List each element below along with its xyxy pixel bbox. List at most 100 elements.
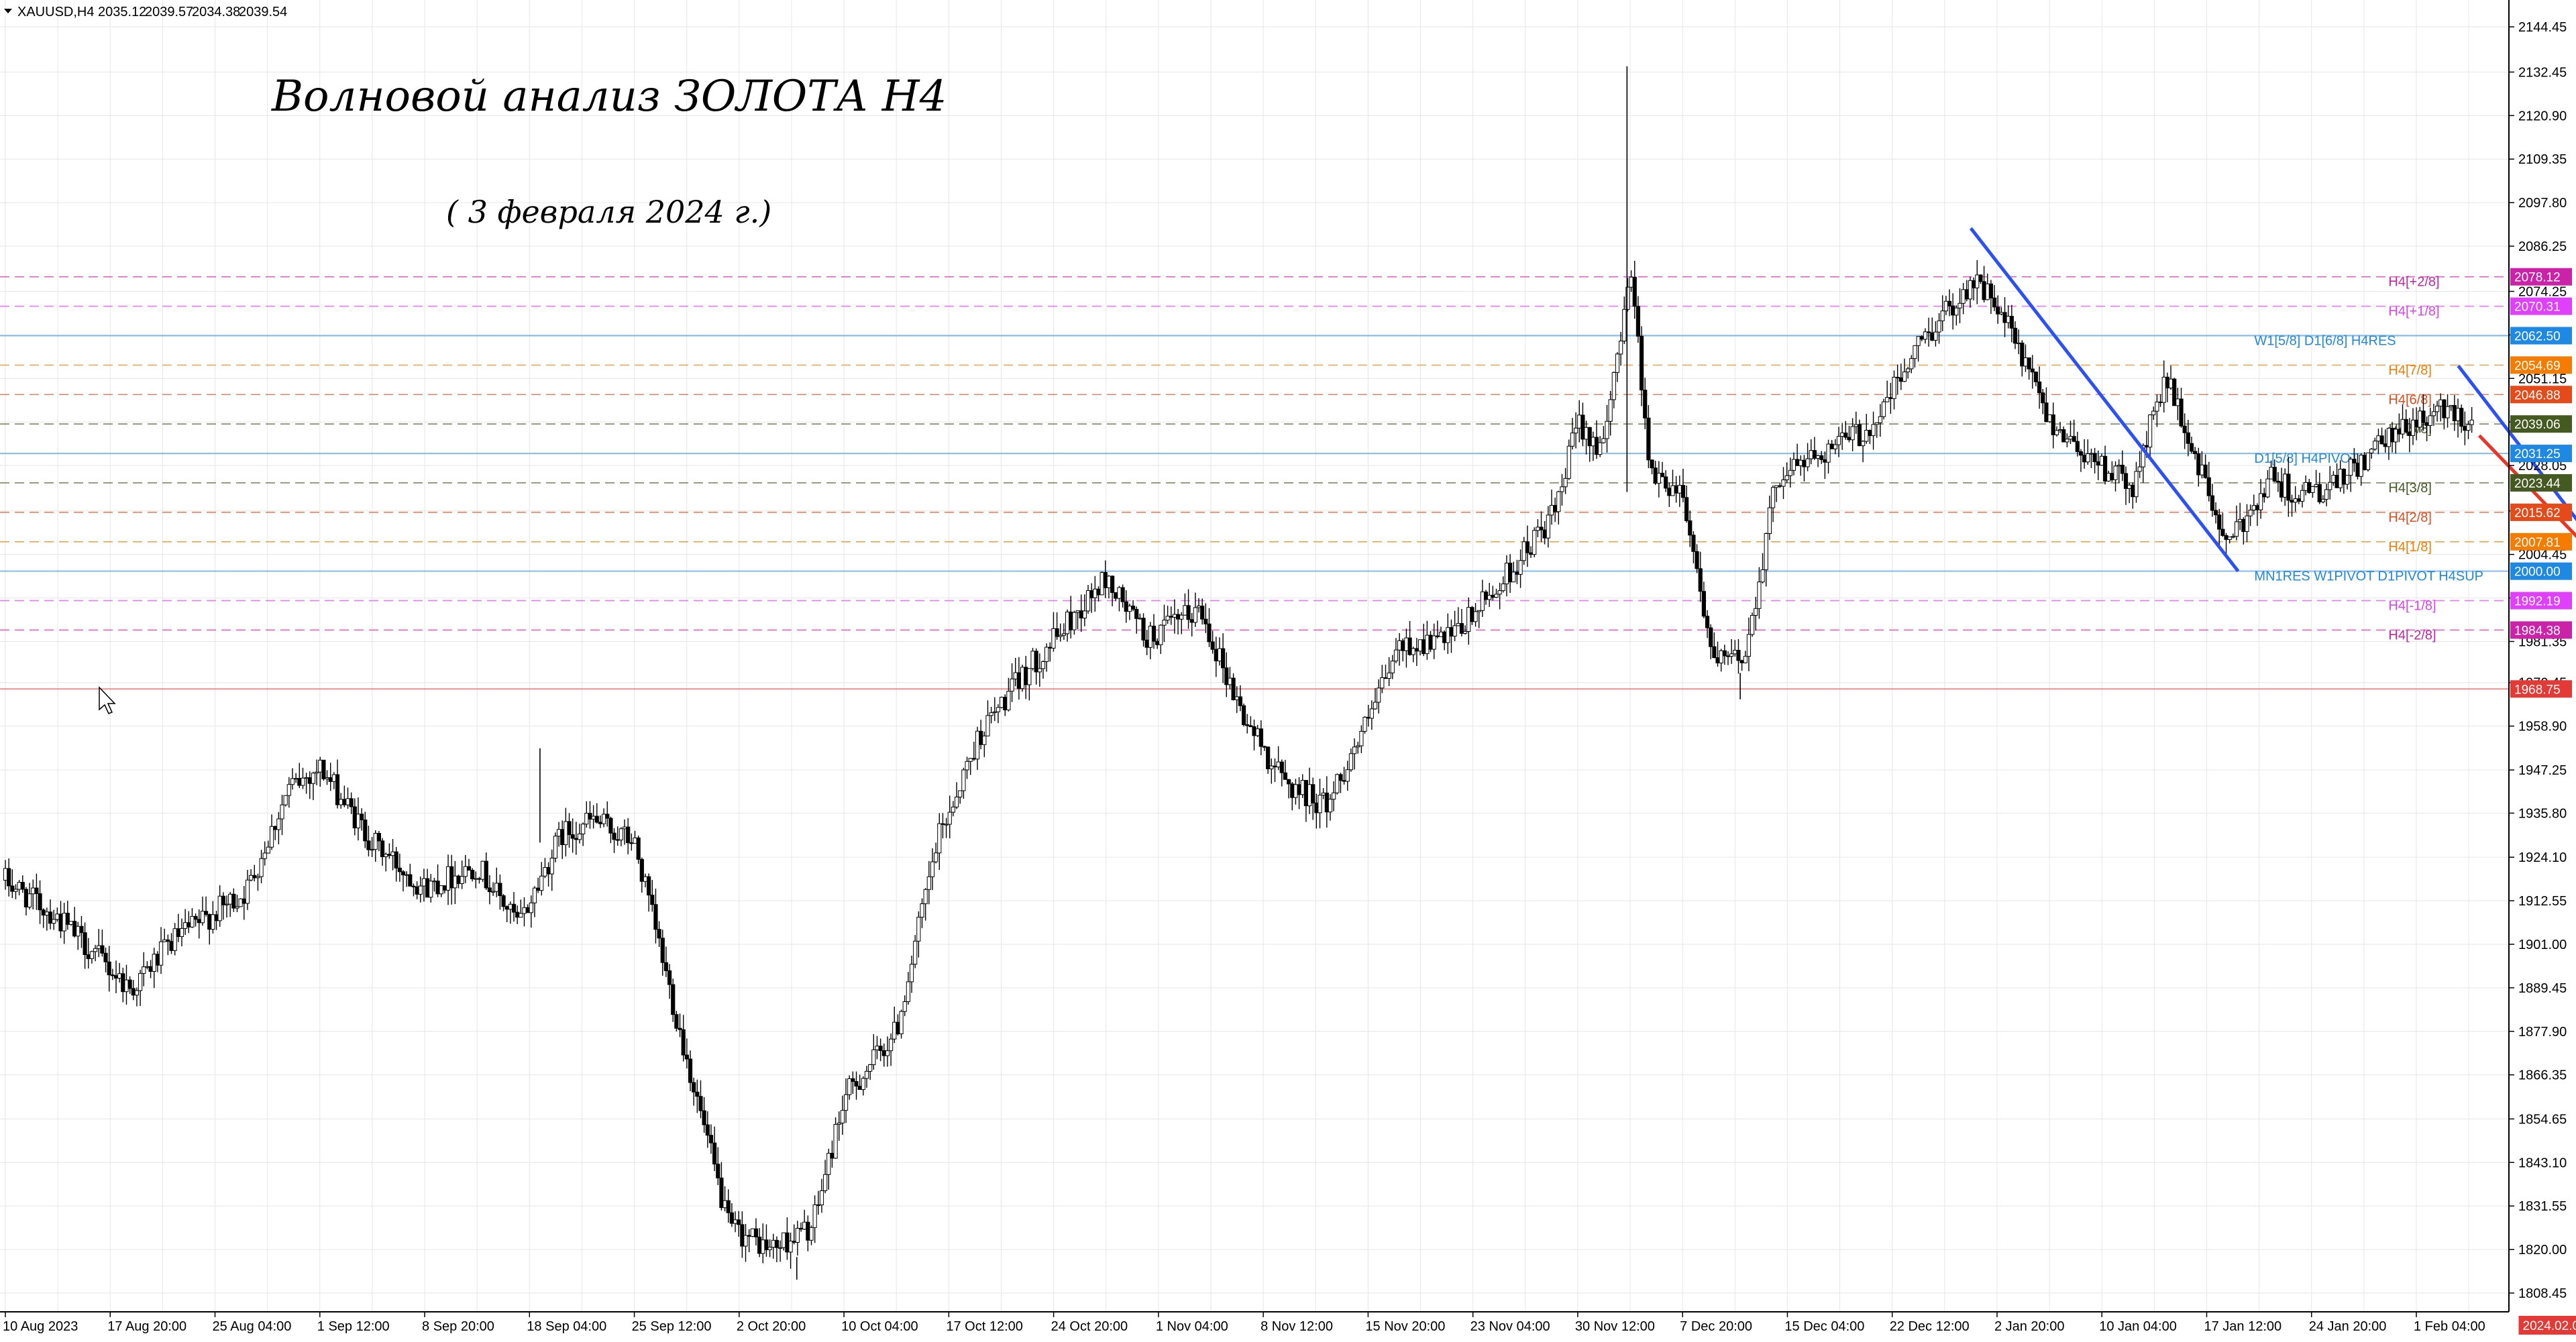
candle-body [1975,274,1980,288]
candle-body [1757,581,1762,609]
candle-body [1207,623,1212,642]
candle-body [934,852,938,862]
candle-body [1096,588,1101,596]
candle-body [31,887,36,895]
candle-body [266,846,271,854]
candle-body [2203,464,2208,478]
time-axis: 10 Aug 2023 17 Aug 20:00 25 Aug 04:00 1 Sep… [3,1312,2576,1335]
candle-body [2251,505,2256,511]
level-label: MN1RES W1PIVOT D1PIVOT H4SUP [2254,569,2483,584]
price-tick-label: 1958.90 [2518,720,2567,734]
candle-body [1788,469,1792,476]
candle-body [1805,458,1810,467]
candle-body [2172,378,2177,406]
candle-body [228,893,233,905]
candle-body [567,821,572,836]
candle-body [2006,316,2010,323]
candle-body [2224,535,2229,540]
time-tick-label: 18 Sep 04:00 [527,1319,606,1334]
candle-body [2317,484,2322,502]
candle-body [2086,453,2090,463]
price-tags: 2078.12 2070.31 2062.50 2054.69 2046.88 2039.… [2510,268,2572,698]
candle-body [373,833,378,850]
candle-body [1878,416,1882,423]
candle-body [158,941,164,966]
level-price-tag [2510,415,2572,433]
candle-body [1677,485,1682,494]
candle-body [155,954,160,966]
candle-body [2213,510,2218,516]
candle-body [1258,728,1263,747]
candle-body [252,875,257,879]
candle-body [1525,541,1530,553]
candle-body [556,829,561,837]
level-price-tag [2510,503,2572,521]
candle-body [840,1110,845,1123]
candle-body [975,730,980,760]
candle-body [2099,455,2104,466]
chart-subtitle: ( 3 февраля 2024 г.) [446,194,771,230]
candle-body [331,774,336,782]
candle-body [1829,443,1834,449]
candle-body [764,1239,769,1251]
candle-body [1217,648,1222,662]
candle-body [1459,623,1464,634]
candle-body [1999,312,2004,315]
candle-body [2314,484,2318,488]
candle-body [875,1046,879,1050]
time-tick-label: 17 Jan 12:00 [2204,1319,2282,1334]
candle-body [435,881,440,895]
candle-body [460,876,464,885]
candle-body [1200,606,1205,620]
candle-body [920,903,924,918]
candle-body [10,885,15,892]
candle-body [536,887,541,891]
candle-body [269,826,274,848]
candle-body [394,851,398,869]
candle-body [851,1078,855,1082]
candle-body [2262,493,2267,498]
candle-body [138,972,143,991]
candle-body [1909,358,1914,370]
candle-body [854,1081,859,1086]
candle-body [463,866,468,877]
candle-body [1442,631,1447,643]
candle-body [1664,476,1668,489]
candle-body [1359,730,1364,746]
candle-body [868,1064,873,1072]
price-tick-label: 2074.25 [2518,284,2567,299]
candle-body [2455,408,2461,421]
candle-body [2068,436,2073,440]
dropdown-triangle-icon[interactable] [4,9,12,13]
candle-body [2352,459,2357,463]
candle-body [861,1078,865,1091]
candle-body [203,911,209,915]
candle-body [1712,646,1717,659]
candle-body [1650,459,1654,469]
candle-body [1556,491,1561,512]
candle-body [1539,526,1544,530]
candle-body [1124,601,1128,612]
candle-body [97,945,101,949]
candle-body [425,878,430,898]
candle-body [906,981,910,1003]
candle-body [2155,401,2159,412]
candle-body [1968,280,1973,300]
candle-body [1297,784,1301,795]
candle-body [1428,634,1433,650]
candle-body [1193,607,1197,623]
candle-body [1563,478,1568,488]
candle-body [1425,634,1430,655]
candle-body [145,966,150,968]
candle-body [2078,451,2084,456]
candle-body [1895,376,1900,379]
price-tick-label: 1935.80 [2518,806,2567,821]
candle-body [127,979,132,989]
level-price-tag [2510,562,2572,580]
candle-body [1186,605,1191,620]
candle-body [1417,639,1423,652]
candle-body [418,885,423,895]
candle-body [79,926,84,934]
